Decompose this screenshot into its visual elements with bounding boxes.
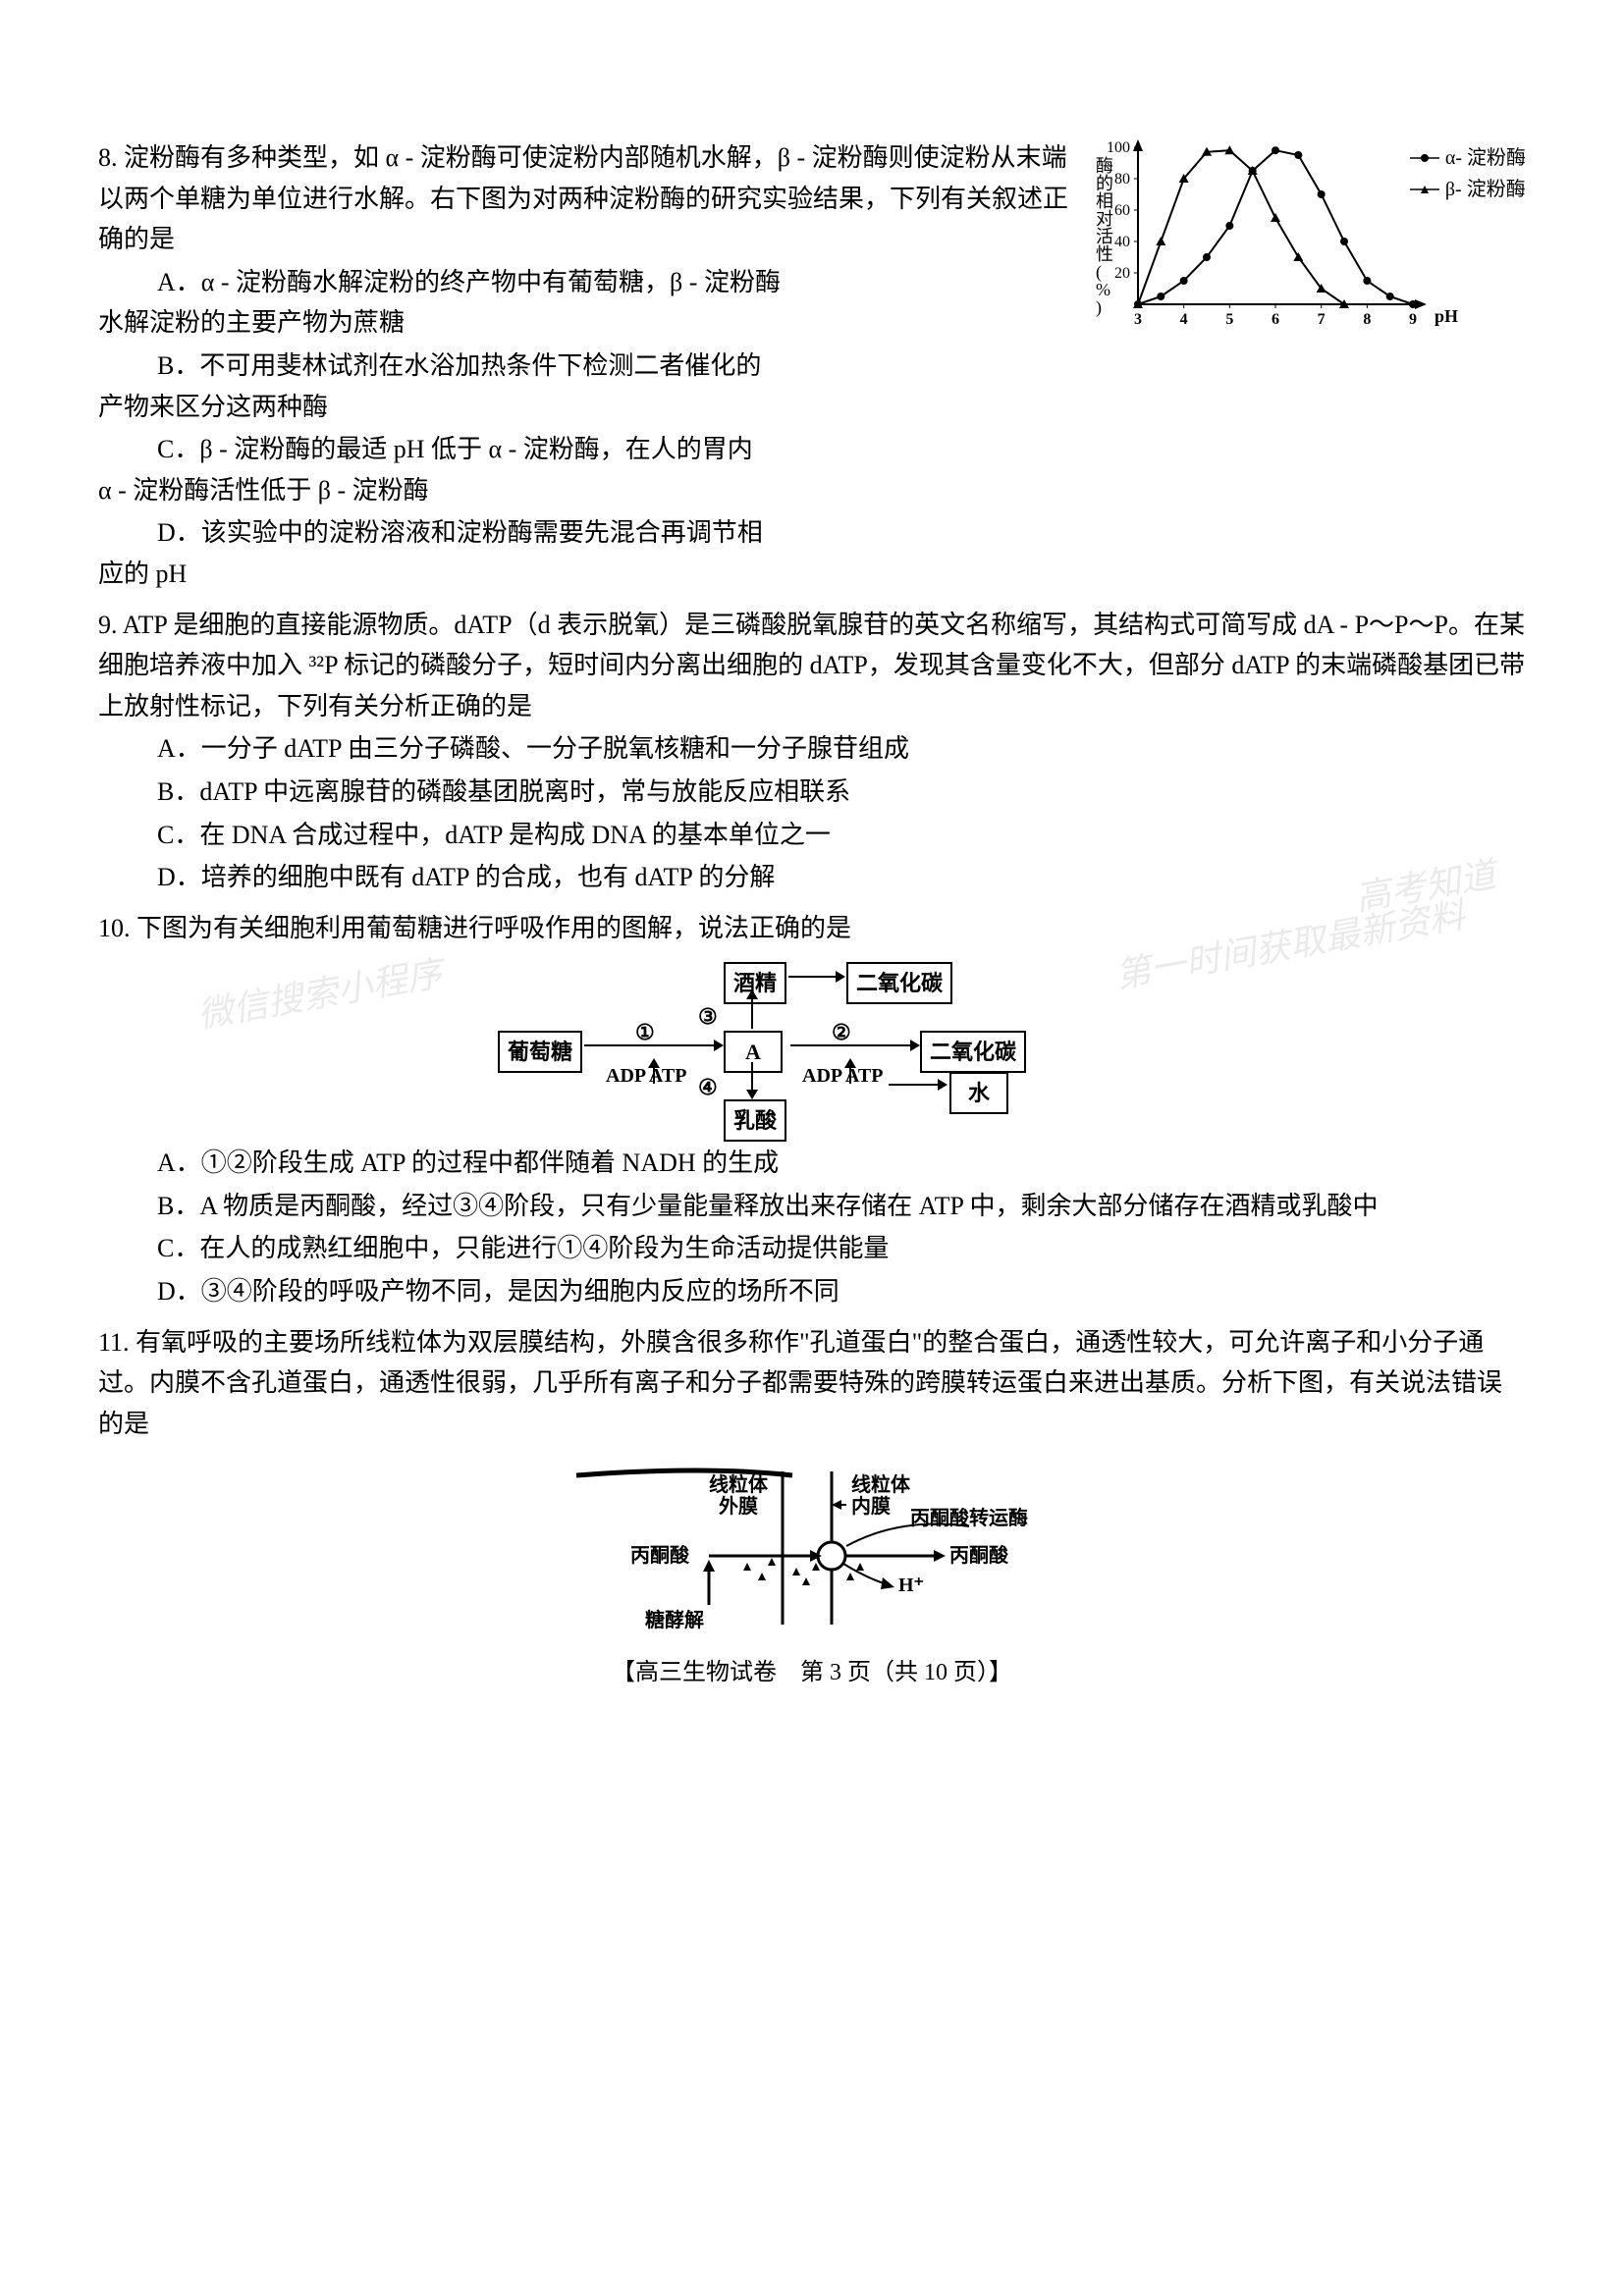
- svg-text:丙酮酸转运酶: 丙酮酸转运酶: [910, 1506, 1028, 1529]
- q8-text: 8. 淀粉酶有多种类型，如 α - 淀粉酶可使淀粉内部随机水解，β - 淀粉酶则…: [98, 137, 1074, 595]
- q8-optC-line1: C．β - 淀粉酶的最适 pH 低于 α - 淀粉酶，在人的胃内: [98, 429, 1074, 470]
- svg-text:酶: 酶: [1096, 156, 1113, 176]
- q8-optB-line2: 产物来区分这两种酶: [98, 387, 1074, 428]
- svg-text:4: 4: [1180, 311, 1188, 328]
- q10-diagram: 葡萄糖A酒精二氧化碳二氧化碳水乳酸①②③④ADP ATPADP ATP: [498, 962, 1126, 1129]
- chart8-legend: α- 淀粉酶 β- 淀粉酶: [1410, 142, 1526, 205]
- q11-stem: 有氧呼吸的主要场所线粒体为双层膜结构，外膜含很多称作"孔道蛋白"的整合蛋白，通透…: [98, 1328, 1502, 1438]
- svg-text:对: 对: [1096, 209, 1113, 229]
- svg-text:H⁺: H⁺: [898, 1575, 924, 1596]
- svg-text:): ): [1096, 297, 1102, 318]
- legend-beta: β- 淀粉酶: [1445, 174, 1526, 205]
- q10-stem: 下图为有关细胞利用葡萄糖进行呼吸作用的图解，说法正确的是: [136, 914, 851, 942]
- node-co2a: 二氧化碳: [846, 962, 952, 1004]
- q8-optA-line1: A．α - 淀粉酶水解淀粉的终产物中有葡萄糖，β - 淀粉酶: [98, 262, 1074, 303]
- question-10: 高考知道 第一时间获取最新资料 微信搜索小程序 10. 下图为有关细胞利用葡萄糖…: [98, 908, 1526, 1312]
- svg-text:pH: pH: [1435, 306, 1458, 326]
- q10-optD: D．③④阶段的呼吸产物不同，是因为细胞内反应的场所不同: [98, 1271, 1526, 1312]
- svg-text:丙酮酸: 丙酮酸: [949, 1543, 1009, 1567]
- svg-text:7: 7: [1318, 311, 1326, 328]
- svg-text:60: 60: [1114, 202, 1130, 219]
- node-A: A: [724, 1031, 783, 1073]
- label: ③: [698, 999, 718, 1034]
- question-9: 9. ATP 是细胞的直接能源物质。dATP（d 表示脱氧）是三磷酸脱氧腺苷的英…: [98, 605, 1526, 898]
- svg-text:8: 8: [1363, 311, 1371, 328]
- svg-text:线粒体: 线粒体: [709, 1472, 769, 1496]
- q8-optD-line1: D．该实验中的淀粉溶液和淀粉酶需要先混合再调节相: [98, 512, 1074, 554]
- svg-text:6: 6: [1272, 311, 1279, 328]
- q10-optB: B．A 物质是丙酮酸，经过③④阶段，只有少量能量释放出来存储在 ATP 中，剩余…: [98, 1186, 1526, 1227]
- svg-text:3: 3: [1134, 311, 1142, 328]
- node-lactic: 乳酸: [724, 1099, 786, 1142]
- q10-number: 10.: [98, 914, 131, 942]
- svg-text:5: 5: [1225, 311, 1233, 328]
- q8-optD-line2: 应的 pH: [98, 554, 1074, 595]
- q11-number: 11.: [98, 1328, 130, 1357]
- q9-optC: C．在 DNA 合成过程中，dATP 是构成 DNA 的基本单位之一: [98, 815, 1526, 856]
- q9-optB: B．dATP 中远离腺苷的磷酸基团脱离时，常与放能反应相联系: [98, 772, 1526, 813]
- svg-text:20: 20: [1114, 265, 1130, 282]
- svg-text:9: 9: [1409, 311, 1417, 328]
- legend-alpha: α- 淀粉酶: [1445, 142, 1526, 174]
- q8-stem: 淀粉酶有多种类型，如 α - 淀粉酶可使淀粉内部随机水解，β - 淀粉酶则使淀粉…: [98, 143, 1068, 253]
- svg-text:内膜: 内膜: [851, 1494, 891, 1518]
- q8-number: 8.: [98, 143, 118, 172]
- question-11: 11. 有氧呼吸的主要场所线粒体为双层膜结构，外膜含很多称作"孔道蛋白"的整合蛋…: [98, 1322, 1526, 1635]
- svg-text:性: 性: [1096, 244, 1113, 264]
- q9-optA: A．一分子 dATP 由三分子磷酸、一分子脱氧核糖和一分子腺苷组成: [98, 728, 1526, 770]
- svg-text:相: 相: [1096, 191, 1113, 211]
- label: ADP ATP: [606, 1060, 686, 1092]
- node-co2b: 二氧化碳: [920, 1031, 1026, 1073]
- q8-optC-line2: α - 淀粉酶活性低于 β - 淀粉酶: [98, 470, 1074, 511]
- q9-number: 9.: [98, 611, 118, 639]
- svg-text:100: 100: [1107, 139, 1130, 156]
- page-footer: 【高三生物试卷 第 3 页（共 10 页）】: [98, 1654, 1526, 1691]
- node-water: 水: [949, 1072, 1008, 1114]
- label: ①: [635, 1015, 655, 1049]
- svg-text:糖酵解: 糖酵解: [645, 1608, 704, 1631]
- svg-text:线粒体: 线粒体: [851, 1472, 911, 1496]
- node-glucose: 葡萄糖: [498, 1031, 582, 1073]
- svg-text:丙酮酸: 丙酮酸: [630, 1543, 690, 1567]
- q8-chart: 204060801003456789pH酶的相对活性(%) α- 淀粉酶 β- …: [1084, 137, 1526, 334]
- svg-text:的: 的: [1096, 174, 1113, 193]
- label: ②: [832, 1015, 851, 1049]
- label: ④: [698, 1070, 718, 1104]
- svg-text:40: 40: [1114, 234, 1130, 250]
- svg-text:外膜: 外膜: [719, 1494, 758, 1518]
- q10-optA: A．①②阶段生成 ATP 的过程中都伴随着 NADH 的生成: [98, 1143, 1526, 1184]
- svg-text:活: 活: [1096, 227, 1113, 246]
- svg-text:%: %: [1096, 280, 1110, 299]
- q10-optC: C．在人的成熟红细胞中，只能进行①④阶段为生命活动提供能量: [98, 1228, 1526, 1269]
- q8-optA-line2: 水解淀粉的主要产物为蔗糖: [98, 302, 1074, 344]
- q8-optB-line1: B．不可用斐林试剂在水浴加热条件下检测二者催化的: [98, 346, 1074, 387]
- q9-optD: D．培养的细胞中既有 dATP 的合成，也有 dATP 的分解: [98, 857, 1526, 898]
- q11-diagram: 线粒体外膜线粒体内膜丙酮酸转运酶丙酮酸丙酮酸H⁺糖酵解: [537, 1458, 1087, 1634]
- svg-text:80: 80: [1114, 171, 1130, 187]
- label: ADP ATP: [802, 1060, 883, 1092]
- q9-stem: ATP 是细胞的直接能源物质。dATP（d 表示脱氧）是三磷酸脱氧腺苷的英文名称…: [98, 611, 1525, 721]
- question-8: 8. 淀粉酶有多种类型，如 α - 淀粉酶可使淀粉内部随机水解，β - 淀粉酶则…: [98, 137, 1526, 595]
